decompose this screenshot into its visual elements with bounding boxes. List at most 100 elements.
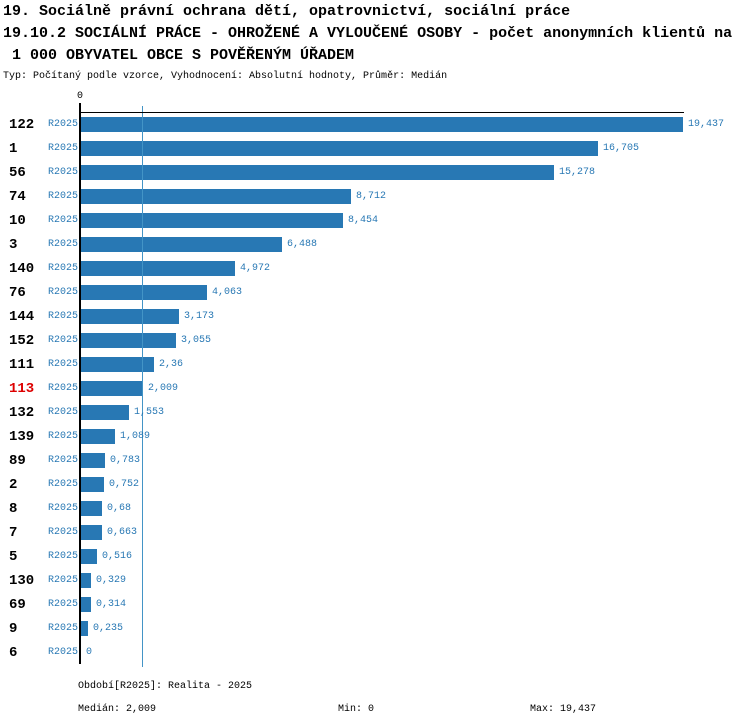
bar-value-label: 15,278 <box>559 167 596 178</box>
row-category-label: 7 <box>9 525 18 541</box>
row-category-label: 69 <box>9 597 26 613</box>
chart-row: 152 R2025 3,055 <box>0 329 750 353</box>
row-category-label: 1 <box>9 141 18 157</box>
chart-row: 1 R2025 16,705 <box>0 137 750 161</box>
row-series-label: R2025 <box>47 407 78 418</box>
bar-value-label: 0 <box>86 647 93 658</box>
row-series-label: R2025 <box>47 551 78 562</box>
row-series-label: R2025 <box>47 383 78 394</box>
bar-value-label: 4,972 <box>240 263 271 274</box>
bar <box>81 117 683 132</box>
chart-subtitle: Typ: Počítaný podle vzorce, Vyhodnocení:… <box>3 71 448 82</box>
row-category-label: 76 <box>9 285 26 301</box>
row-series-label: R2025 <box>47 575 78 586</box>
bar <box>81 189 351 204</box>
chart-row: 130 R2025 0,329 <box>0 569 750 593</box>
row-category-label: 132 <box>9 405 35 421</box>
row-series-label: R2025 <box>47 311 78 322</box>
bar-value-label: 19,437 <box>688 119 725 130</box>
bar-value-label: 8,454 <box>348 215 379 226</box>
bar-value-label: 6,488 <box>287 239 318 250</box>
chart-title-line3: 1 000 OBYVATEL OBCE S POVĚŘENÝM ÚŘADEM <box>3 47 355 64</box>
row-series-label: R2025 <box>47 215 78 226</box>
bar-value-label: 0,783 <box>110 455 141 466</box>
row-series-label: R2025 <box>47 455 78 466</box>
bar <box>81 285 207 300</box>
row-category-label: 74 <box>9 189 26 205</box>
bar <box>81 213 343 228</box>
chart-row: 74 R2025 8,712 <box>0 185 750 209</box>
row-category-label: 89 <box>9 453 26 469</box>
bar <box>81 621 88 636</box>
row-category-label: 152 <box>9 333 35 349</box>
median-line <box>142 106 143 667</box>
bar <box>81 141 598 156</box>
bar-value-label: 0,314 <box>96 599 127 610</box>
row-category-label: 111 <box>9 357 35 373</box>
axis-zero-tick-label: 0 <box>76 91 83 102</box>
bar <box>81 501 102 516</box>
row-series-label: R2025 <box>47 359 78 370</box>
chart-row: 6 R2025 0 <box>0 641 750 665</box>
row-category-label: 5 <box>9 549 18 565</box>
bar <box>81 309 179 324</box>
row-series-label: R2025 <box>47 647 78 658</box>
bar-value-label: 4,063 <box>212 287 243 298</box>
footer-min-label: Min: 0 <box>338 704 375 715</box>
bar <box>81 549 97 564</box>
row-series-label: R2025 <box>47 287 78 298</box>
chart-row: 76 R2025 4,063 <box>0 281 750 305</box>
row-category-label: 3 <box>9 237 18 253</box>
row-category-label: 9 <box>9 621 18 637</box>
footer-max-label: Max: 19,437 <box>530 704 597 715</box>
chart-title-line2: 19.10.2 SOCIÁLNÍ PRÁCE - OHROŽENÉ A VYLO… <box>3 25 733 42</box>
chart-row: 3 R2025 6,488 <box>0 233 750 257</box>
row-category-label: 144 <box>9 309 35 325</box>
row-series-label: R2025 <box>47 143 78 154</box>
row-series-label: R2025 <box>47 599 78 610</box>
chart-row: 10 R2025 8,454 <box>0 209 750 233</box>
bar <box>81 597 91 612</box>
row-category-label: 8 <box>9 501 18 517</box>
chart-row: 7 R2025 0,663 <box>0 521 750 545</box>
chart-row: 111 R2025 2,36 <box>0 353 750 377</box>
bar <box>81 261 235 276</box>
row-series-label: R2025 <box>47 527 78 538</box>
bar <box>81 477 104 492</box>
chart-row: 69 R2025 0,314 <box>0 593 750 617</box>
chart-row: 113 R2025 2,009 <box>0 377 750 401</box>
row-category-label: 2 <box>9 477 18 493</box>
chart-row: 139 R2025 1,089 <box>0 425 750 449</box>
row-category-label: 122 <box>9 117 35 133</box>
chart-row: 132 R2025 1,553 <box>0 401 750 425</box>
bar-value-label: 1,553 <box>134 407 165 418</box>
chart-row: 89 R2025 0,783 <box>0 449 750 473</box>
row-category-label: 6 <box>9 645 18 661</box>
bar-value-label: 3,173 <box>184 311 215 322</box>
chart-row: 2 R2025 0,752 <box>0 473 750 497</box>
bar-value-label: 16,705 <box>603 143 640 154</box>
bar-value-label: 0,235 <box>93 623 124 634</box>
bar-value-label: 8,712 <box>356 191 387 202</box>
chart-row: 9 R2025 0,235 <box>0 617 750 641</box>
row-series-label: R2025 <box>47 335 78 346</box>
bar <box>81 333 176 348</box>
bar <box>81 381 143 396</box>
bar-chart-plot-area: 122 R2025 19,437 1 R2025 16,705 5 6 R2025 15,278 7… <box>0 113 750 665</box>
bar <box>81 453 105 468</box>
row-series-label: R2025 <box>47 623 78 634</box>
row-category-label: 113 <box>9 381 35 397</box>
bar-value-label: 2,36 <box>159 359 184 370</box>
row-category-label: 139 <box>9 429 35 445</box>
chart-row: 122 R2025 19,437 <box>0 113 750 137</box>
bar-value-label: 0,516 <box>102 551 133 562</box>
row-series-label: R2025 <box>47 479 78 490</box>
bar <box>81 573 91 588</box>
bar <box>81 405 129 420</box>
row-series-label: R2025 <box>47 191 78 202</box>
bar <box>81 357 154 372</box>
bar-value-label: 0,68 <box>107 503 132 514</box>
row-series-label: R2025 <box>47 119 78 130</box>
row-category-label: 130 <box>9 573 35 589</box>
